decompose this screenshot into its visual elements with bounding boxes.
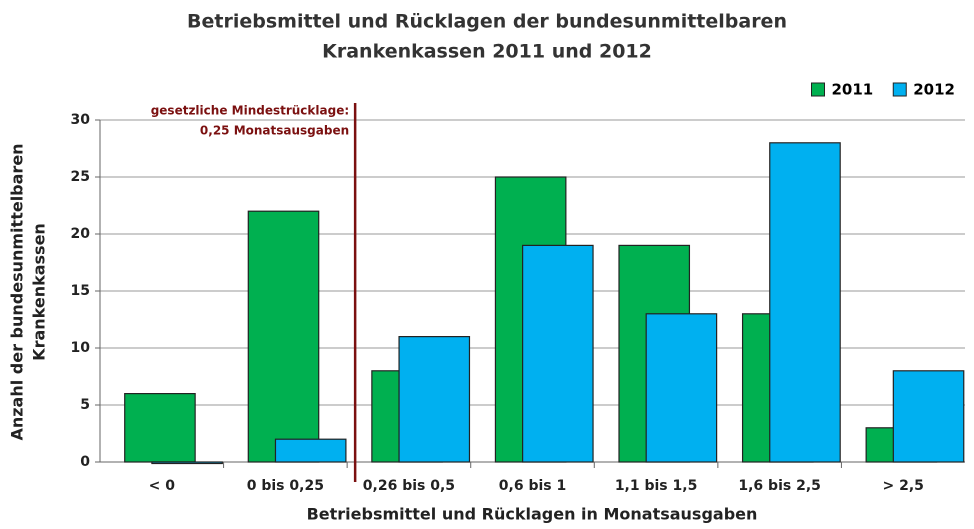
annotation: 0,25 Monatsausgaben bbox=[200, 124, 349, 138]
legend-label: 2011 bbox=[832, 81, 874, 99]
y-axis-label: Anzahl der bundesunmittelbaren bbox=[8, 143, 27, 440]
bar bbox=[769, 142, 841, 463]
y-axis-label: Krankenkassen bbox=[30, 223, 49, 361]
bar bbox=[892, 370, 965, 463]
bar bbox=[124, 393, 196, 463]
bar bbox=[151, 461, 223, 465]
y-tick-label: 30 bbox=[71, 112, 91, 128]
x-tick-label: 1,1 bis 1,5 bbox=[615, 478, 698, 494]
bar bbox=[247, 210, 320, 463]
bar bbox=[645, 313, 718, 463]
chart-title: Betriebsmittel und Rücklagen der bundesu… bbox=[187, 11, 787, 33]
x-tick-label: 0,6 bis 1 bbox=[499, 478, 566, 494]
bar bbox=[274, 438, 347, 463]
x-tick-label: < 0 bbox=[149, 478, 176, 494]
y-tick-label: 25 bbox=[71, 169, 90, 185]
chart-title: Krankenkassen 2011 und 2012 bbox=[322, 41, 652, 63]
x-tick-label: > 2,5 bbox=[883, 478, 924, 494]
bar bbox=[522, 244, 594, 463]
x-tick-label: 0 bis 0,25 bbox=[247, 478, 324, 494]
y-tick-label: 15 bbox=[71, 283, 90, 299]
legend-label: 2012 bbox=[913, 81, 955, 99]
annotation: gesetzliche Mindestrücklage: bbox=[151, 104, 349, 118]
x-tick-label: 1,6 bis 2,5 bbox=[738, 478, 821, 494]
y-tick-label: 0 bbox=[80, 454, 90, 470]
y-tick-label: 10 bbox=[71, 340, 91, 356]
y-tick-label: 20 bbox=[71, 226, 91, 242]
x-tick-label: 0,26 bis 0,5 bbox=[363, 478, 455, 494]
bar bbox=[398, 336, 471, 463]
y-tick-label: 5 bbox=[80, 397, 90, 413]
legend-swatch bbox=[892, 82, 907, 97]
x-axis-label: Betriebsmittel und Rücklagen in Monatsau… bbox=[307, 505, 758, 524]
legend-swatch bbox=[811, 82, 825, 97]
